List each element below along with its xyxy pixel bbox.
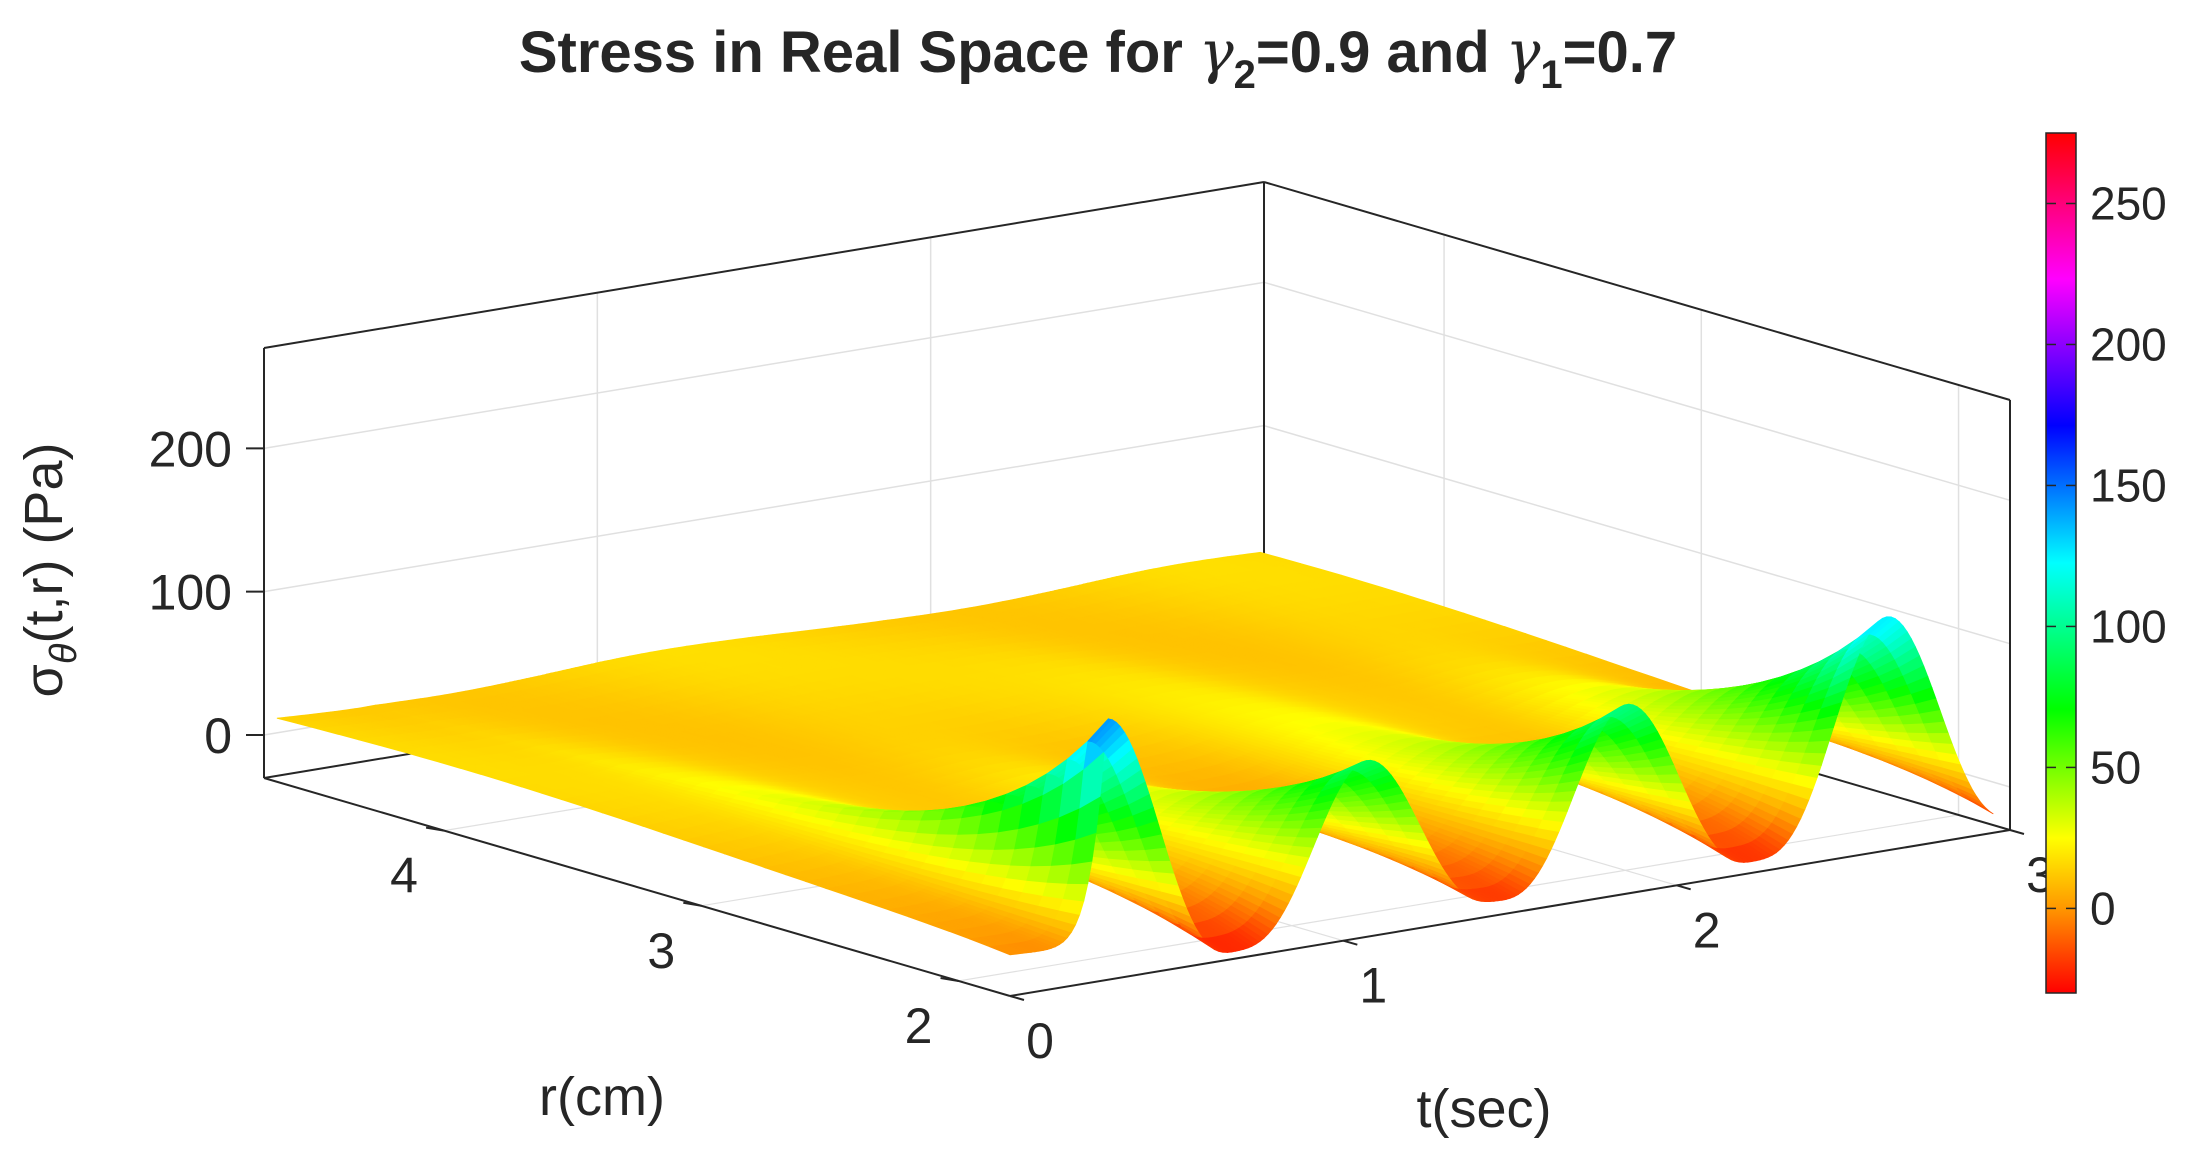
grid-line-z [263,424,1265,593]
box-edge [263,181,1265,349]
stress-surface [276,551,1994,956]
box-edge [1263,181,2011,401]
grid-line-z [263,281,1265,450]
floor-grid-r [958,814,1959,982]
chart-title: Stress in Real Space for γ2=0.9 and γ1=0… [519,18,1677,97]
grid-line-z [1263,281,2011,502]
grid-line-z [1263,424,2011,645]
